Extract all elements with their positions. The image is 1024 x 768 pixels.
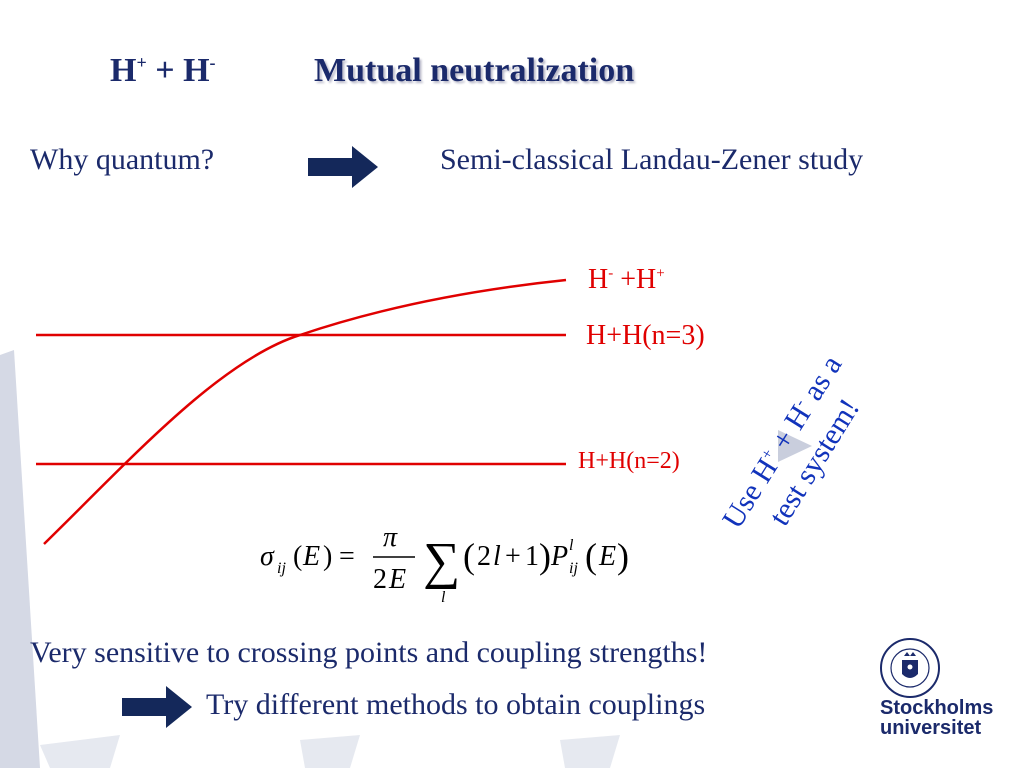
cross-section-formula: σ ij ( E ) = π 2 E ∑ l ( 2 l + 1 ) P l i… bbox=[260, 522, 629, 606]
svg-text:2: 2 bbox=[373, 564, 387, 595]
svg-text:∑: ∑ bbox=[423, 533, 460, 590]
svg-text:σ: σ bbox=[260, 541, 275, 572]
curve-ionic-line bbox=[43, 278, 567, 545]
arrow-right-icon bbox=[122, 686, 192, 728]
svg-text:+: + bbox=[505, 541, 521, 572]
svg-text:1: 1 bbox=[525, 541, 539, 572]
svg-text:l: l bbox=[441, 589, 446, 606]
svg-text:l: l bbox=[569, 537, 574, 554]
svg-text:(: ( bbox=[585, 536, 597, 576]
label-ionic-curve: H- +H+ bbox=[588, 264, 665, 295]
svg-text:E: E bbox=[388, 564, 406, 595]
svg-text:): ) bbox=[539, 536, 551, 576]
page-title: Mutual neutralization bbox=[314, 52, 635, 89]
svg-text:(: ( bbox=[463, 536, 475, 576]
sensitivity-statement: Very sensitive to crossing points and co… bbox=[30, 636, 708, 669]
potential-curves-diagram bbox=[36, 278, 567, 545]
svg-text:): ) bbox=[617, 536, 629, 576]
arrow-right-icon bbox=[308, 146, 378, 188]
title-formula: H+ + H- bbox=[110, 52, 216, 89]
landau-zener-text: Semi-classical Landau-Zener study bbox=[440, 143, 864, 176]
svg-text:): ) bbox=[323, 541, 332, 572]
svg-text:ij: ij bbox=[569, 560, 578, 577]
label-n2-curve: H+H(n=2) bbox=[578, 448, 680, 474]
svg-text:P: P bbox=[550, 541, 568, 572]
label-n3-curve: H+H(n=3) bbox=[586, 320, 705, 351]
svg-text:π: π bbox=[383, 522, 398, 553]
svg-text:l: l bbox=[493, 541, 501, 572]
svg-text:E: E bbox=[302, 541, 320, 572]
svg-text:2: 2 bbox=[477, 541, 491, 572]
svg-text:(: ( bbox=[293, 541, 302, 572]
university-name: Stockholms universitet bbox=[880, 697, 994, 739]
svg-text:E: E bbox=[598, 541, 616, 572]
svg-text:ij: ij bbox=[277, 560, 286, 577]
try-methods-text: Try different methods to obtain coupling… bbox=[206, 688, 706, 721]
why-quantum-text: Why quantum? bbox=[30, 143, 215, 176]
university-seal-icon bbox=[880, 638, 940, 698]
svg-text:=: = bbox=[339, 541, 355, 572]
